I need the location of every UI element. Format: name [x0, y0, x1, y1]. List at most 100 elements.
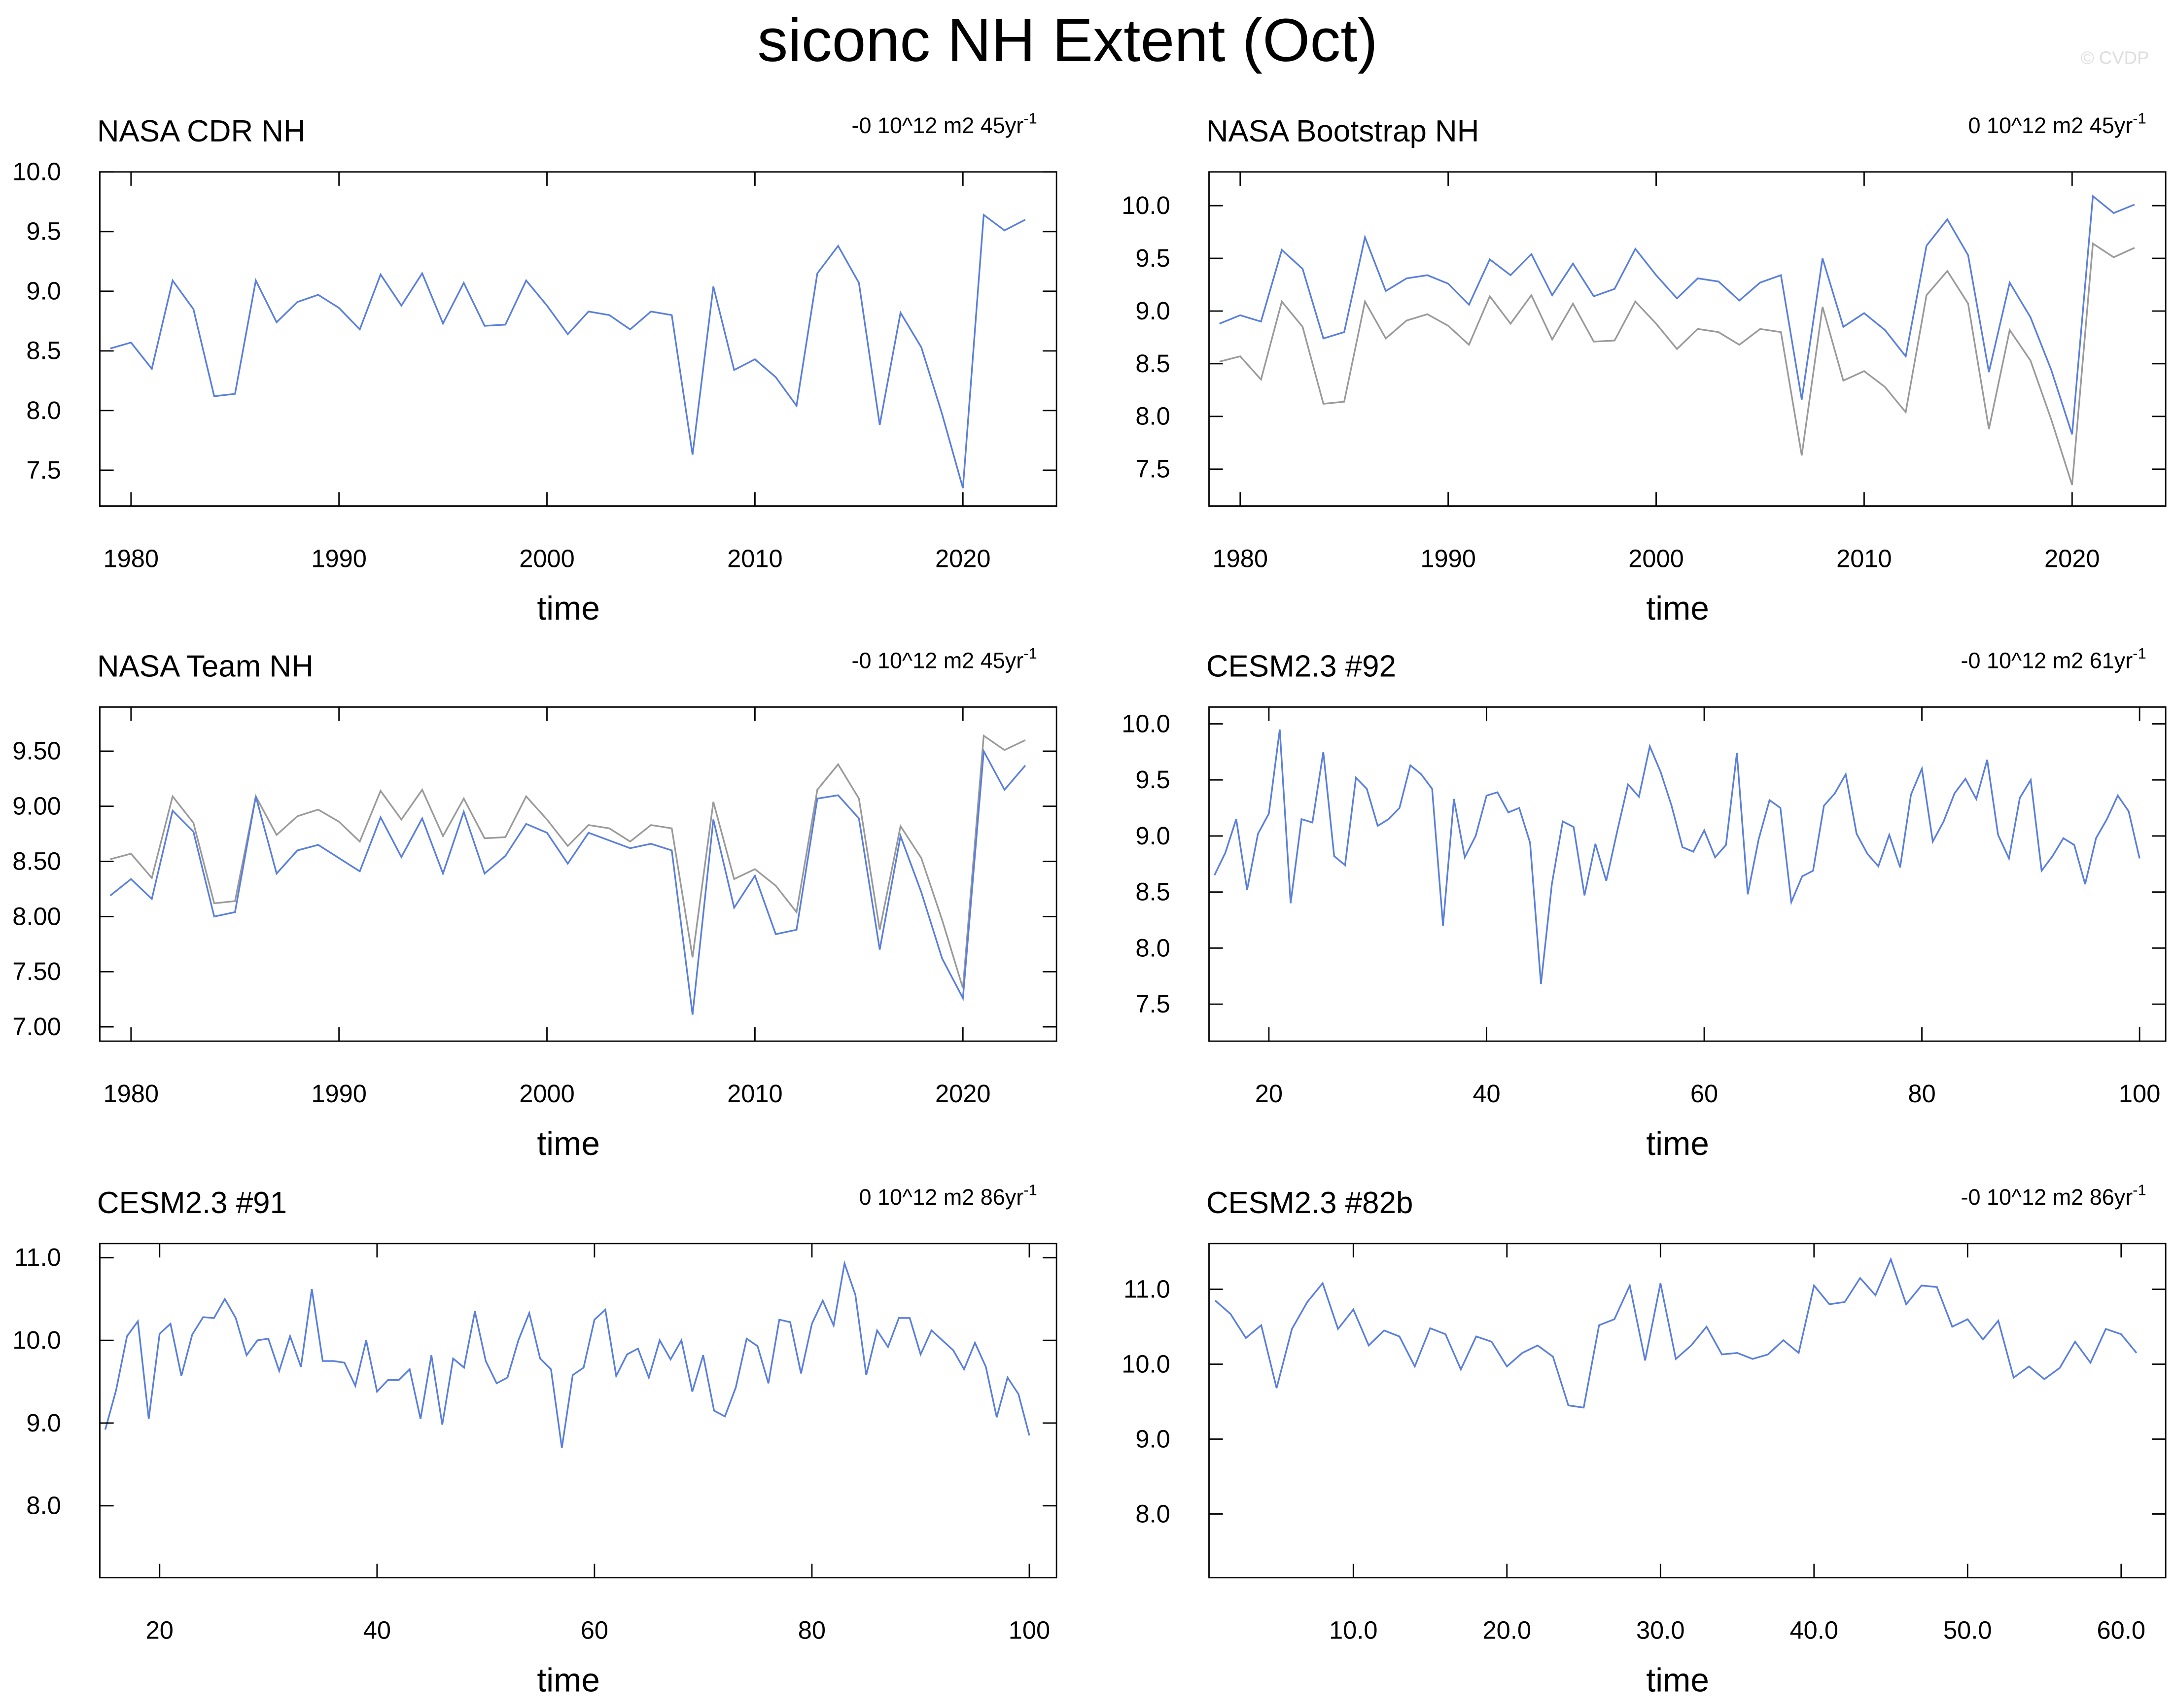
x-tick-label: 100 [2119, 1080, 2160, 1108]
y-tick-label: 7.5 [26, 456, 61, 484]
x-tick-label: 2000 [1628, 544, 1684, 572]
x-axis-label: time [1646, 1125, 1709, 1162]
x-tick-label: 2000 [519, 1080, 575, 1108]
annotation-text: -0 10^12 m2 86yr [1961, 1185, 2133, 1210]
y-tick-label: 9.5 [1135, 244, 1170, 272]
y-tick-label: 9.5 [26, 217, 61, 245]
plot-frame [99, 706, 1057, 1042]
panel-annotation: -0 10^12 m2 45yr-1 [851, 109, 1037, 138]
data-line [1214, 729, 2140, 984]
panel-title: CESM2.3 #82b [1206, 1186, 1413, 1220]
x-tick-label: 1990 [311, 1080, 367, 1108]
panel: 7.5 8.0 8.5 9.0 9.5 10.0 1980 1990 2000 2010 2020 N… [1122, 109, 2167, 627]
y-tick-label: 9.00 [12, 792, 61, 820]
x-tick-label: 10.0 [1329, 1616, 1378, 1644]
panel-annotation: -0 10^12 m2 61yr-1 [1961, 645, 2146, 673]
y-tick-label: 10.0 [1122, 709, 1170, 737]
panel-annotation: -0 10^12 m2 45yr-1 [851, 645, 1037, 673]
x-tick-label: 1980 [1212, 544, 1268, 572]
x-tick-label: 40 [1473, 1080, 1500, 1108]
x-tick-label: 60 [1690, 1080, 1718, 1108]
x-axis-label: time [537, 1662, 600, 1699]
y-tick-label: 8.0 [26, 396, 61, 424]
x-tick-label: 100 [1009, 1616, 1050, 1644]
y-tick-label: 11.0 [1123, 1275, 1170, 1303]
panel-annotation: 0 10^12 m2 45yr-1 [1968, 109, 2146, 138]
y-tick-label: 7.00 [12, 1012, 61, 1041]
x-axis-label: time [1646, 1662, 1709, 1699]
panel-title: NASA CDR NH [97, 114, 306, 148]
panel-title: CESM2.3 #91 [97, 1186, 287, 1220]
data-line [1219, 194, 2135, 435]
y-tick-label: 10.0 [12, 158, 61, 186]
page-title: siconc NH Extent (Oct) [757, 6, 1377, 74]
panel: 7.5 8.0 8.5 9.0 9.5 10.0 1980 1990 2000 2010 2020 N… [12, 109, 1057, 627]
annotation-sup: -1 [2133, 109, 2146, 127]
x-axis-label: time [537, 590, 600, 627]
x-tick-label: 2010 [727, 544, 783, 572]
panel-title: NASA Bootstrap NH [1206, 114, 1479, 148]
plot-frame [1208, 1243, 2167, 1579]
y-tick-label: 8.0 [1135, 934, 1170, 962]
y-tick-label: 7.5 [1135, 455, 1170, 483]
y-tick-label: 8.5 [1135, 878, 1170, 906]
y-tick-label: 8.50 [12, 847, 61, 875]
y-tick-label: 10.0 [1122, 191, 1170, 219]
x-tick-label: 20 [1255, 1080, 1283, 1108]
y-tick-label: 8.00 [12, 902, 61, 930]
y-tick-label: 9.0 [26, 1409, 61, 1437]
y-tick-label: 9.50 [12, 737, 61, 765]
data-line [1214, 1257, 2138, 1409]
annotation-sup: -1 [1023, 645, 1037, 662]
y-tick-label: 10.0 [12, 1326, 61, 1354]
y-tick-label: 9.0 [1135, 1425, 1170, 1453]
x-tick-label: 2020 [2044, 544, 2100, 572]
x-tick-label: 1980 [103, 544, 159, 572]
panel: 8.0 9.0 10.0 11.0 10.0 20.0 30.0 40.0 50.0 60.0 CE… [1122, 1181, 2167, 1699]
x-tick-label: 20 [146, 1616, 174, 1644]
panel: 7.5 8.0 8.5 9.0 9.5 10.0 20 40 60 80 100 CESM2.3 #9… [1122, 645, 2167, 1162]
data-line [110, 213, 1026, 488]
x-tick-label: 1990 [1420, 544, 1476, 572]
annotation-text: -0 10^12 m2 45yr [851, 113, 1023, 138]
plot-frame [1208, 171, 2167, 507]
y-tick-label: 10.0 [1122, 1350, 1170, 1378]
x-tick-label: 20.0 [1483, 1616, 1532, 1644]
data-line [109, 748, 1026, 1015]
credit: © CVDP [2081, 47, 2149, 68]
panel-annotation: -0 10^12 m2 86yr-1 [1961, 1181, 2146, 1210]
x-tick-label: 50.0 [1943, 1616, 1992, 1644]
y-tick-label: 9.5 [1135, 766, 1170, 794]
y-tick-label: 9.0 [26, 277, 61, 305]
y-tick-label: 8.0 [26, 1492, 61, 1520]
annotation-text: 0 10^12 m2 45yr [1968, 113, 2133, 138]
panel-annotation: 0 10^12 m2 86yr-1 [859, 1181, 1037, 1210]
annotation-sup: -1 [1023, 1181, 1037, 1198]
plot-frame [1208, 706, 2167, 1042]
data-line [1219, 242, 2135, 486]
panel-title: NASA Team NH [97, 650, 314, 684]
panel: 8.0 9.0 10.0 11.0 20 40 60 80 100 CESM2.3 #91 time… [12, 1181, 1057, 1699]
annotation-text: -0 10^12 m2 61yr [1961, 648, 2133, 673]
x-tick-label: 2000 [519, 544, 575, 572]
x-tick-label: 2010 [1836, 544, 1892, 572]
x-tick-label: 60 [581, 1616, 608, 1644]
y-tick-label: 7.5 [1135, 990, 1170, 1018]
x-tick-label: 40.0 [1790, 1616, 1839, 1644]
data-line [110, 734, 1026, 989]
x-tick-label: 30.0 [1636, 1616, 1685, 1644]
y-tick-label: 11.0 [14, 1243, 61, 1271]
x-tick-label: 1980 [103, 1080, 159, 1108]
annotation-sup: -1 [2133, 645, 2146, 662]
data-line [104, 1260, 1030, 1448]
y-tick-label: 8.5 [26, 337, 61, 365]
x-axis-label: time [1646, 590, 1709, 627]
x-tick-label: 80 [1908, 1080, 1935, 1108]
x-tick-label: 60.0 [2097, 1616, 2146, 1644]
annotation-text: -0 10^12 m2 45yr [851, 648, 1023, 673]
annotation-sup: -1 [2133, 1181, 2146, 1198]
x-tick-label: 2020 [935, 544, 991, 572]
x-tick-label: 1990 [311, 544, 367, 572]
